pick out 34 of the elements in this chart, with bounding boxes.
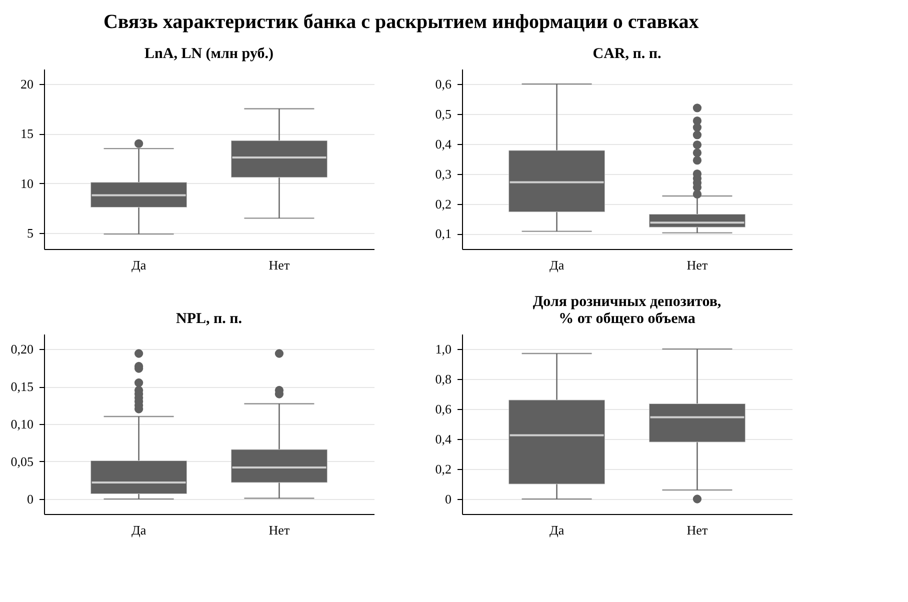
x-tick-label: Нет: [268, 522, 290, 538]
x-tick-label: Нет: [268, 258, 290, 272]
y-tick-label: 0: [445, 492, 452, 506]
text: Связь характеристик банка с раскрытием информации о ставках: [103, 11, 699, 33]
y-tick-label: 0,4: [435, 432, 452, 446]
y-tick-label: 0,10: [10, 416, 34, 432]
y-tick-label: 0,5: [435, 106, 452, 122]
y-tick-label: 0,2: [435, 462, 452, 476]
x-tick-label: Да: [549, 522, 564, 538]
chart-title: NPL, п. п.: [176, 311, 242, 327]
y-tick-label: 0,1: [435, 226, 452, 242]
y-tick-label: 0,4: [435, 136, 452, 152]
x-tick-label: Да: [131, 522, 146, 538]
x-tick-label: Да: [131, 258, 146, 272]
x-tick-label: Да: [549, 258, 564, 272]
y-tick-label: 0,3: [435, 166, 452, 182]
chart-title: LnA, LN (млн руб.): [144, 46, 274, 62]
y-tick-label: 0,2: [435, 196, 452, 212]
y-tick-label: 0,8: [435, 372, 452, 386]
y-tick-label: 15: [20, 126, 34, 142]
y-tick-label: 1,0: [435, 342, 452, 356]
y-tick-label: 0,05: [10, 454, 34, 469]
y-tick-label: 10: [20, 176, 34, 191]
y-tick-label: 0,6: [435, 76, 452, 92]
y-tick-label: 0,6: [435, 402, 452, 416]
y-tick-label: 5: [27, 226, 34, 241]
y-tick-label: 20: [20, 76, 34, 92]
x-tick-label: Нет: [686, 522, 708, 538]
y-tick-label: 0,15: [10, 379, 34, 394]
x-tick-label: Нет: [686, 258, 708, 272]
y-tick-label: 0: [27, 492, 34, 506]
chart-title: CAR, п. п.: [592, 46, 662, 62]
chart-title: Доля розничных депозитов, % от общего объема: [532, 294, 722, 327]
y-tick-label: 0,20: [10, 342, 34, 356]
